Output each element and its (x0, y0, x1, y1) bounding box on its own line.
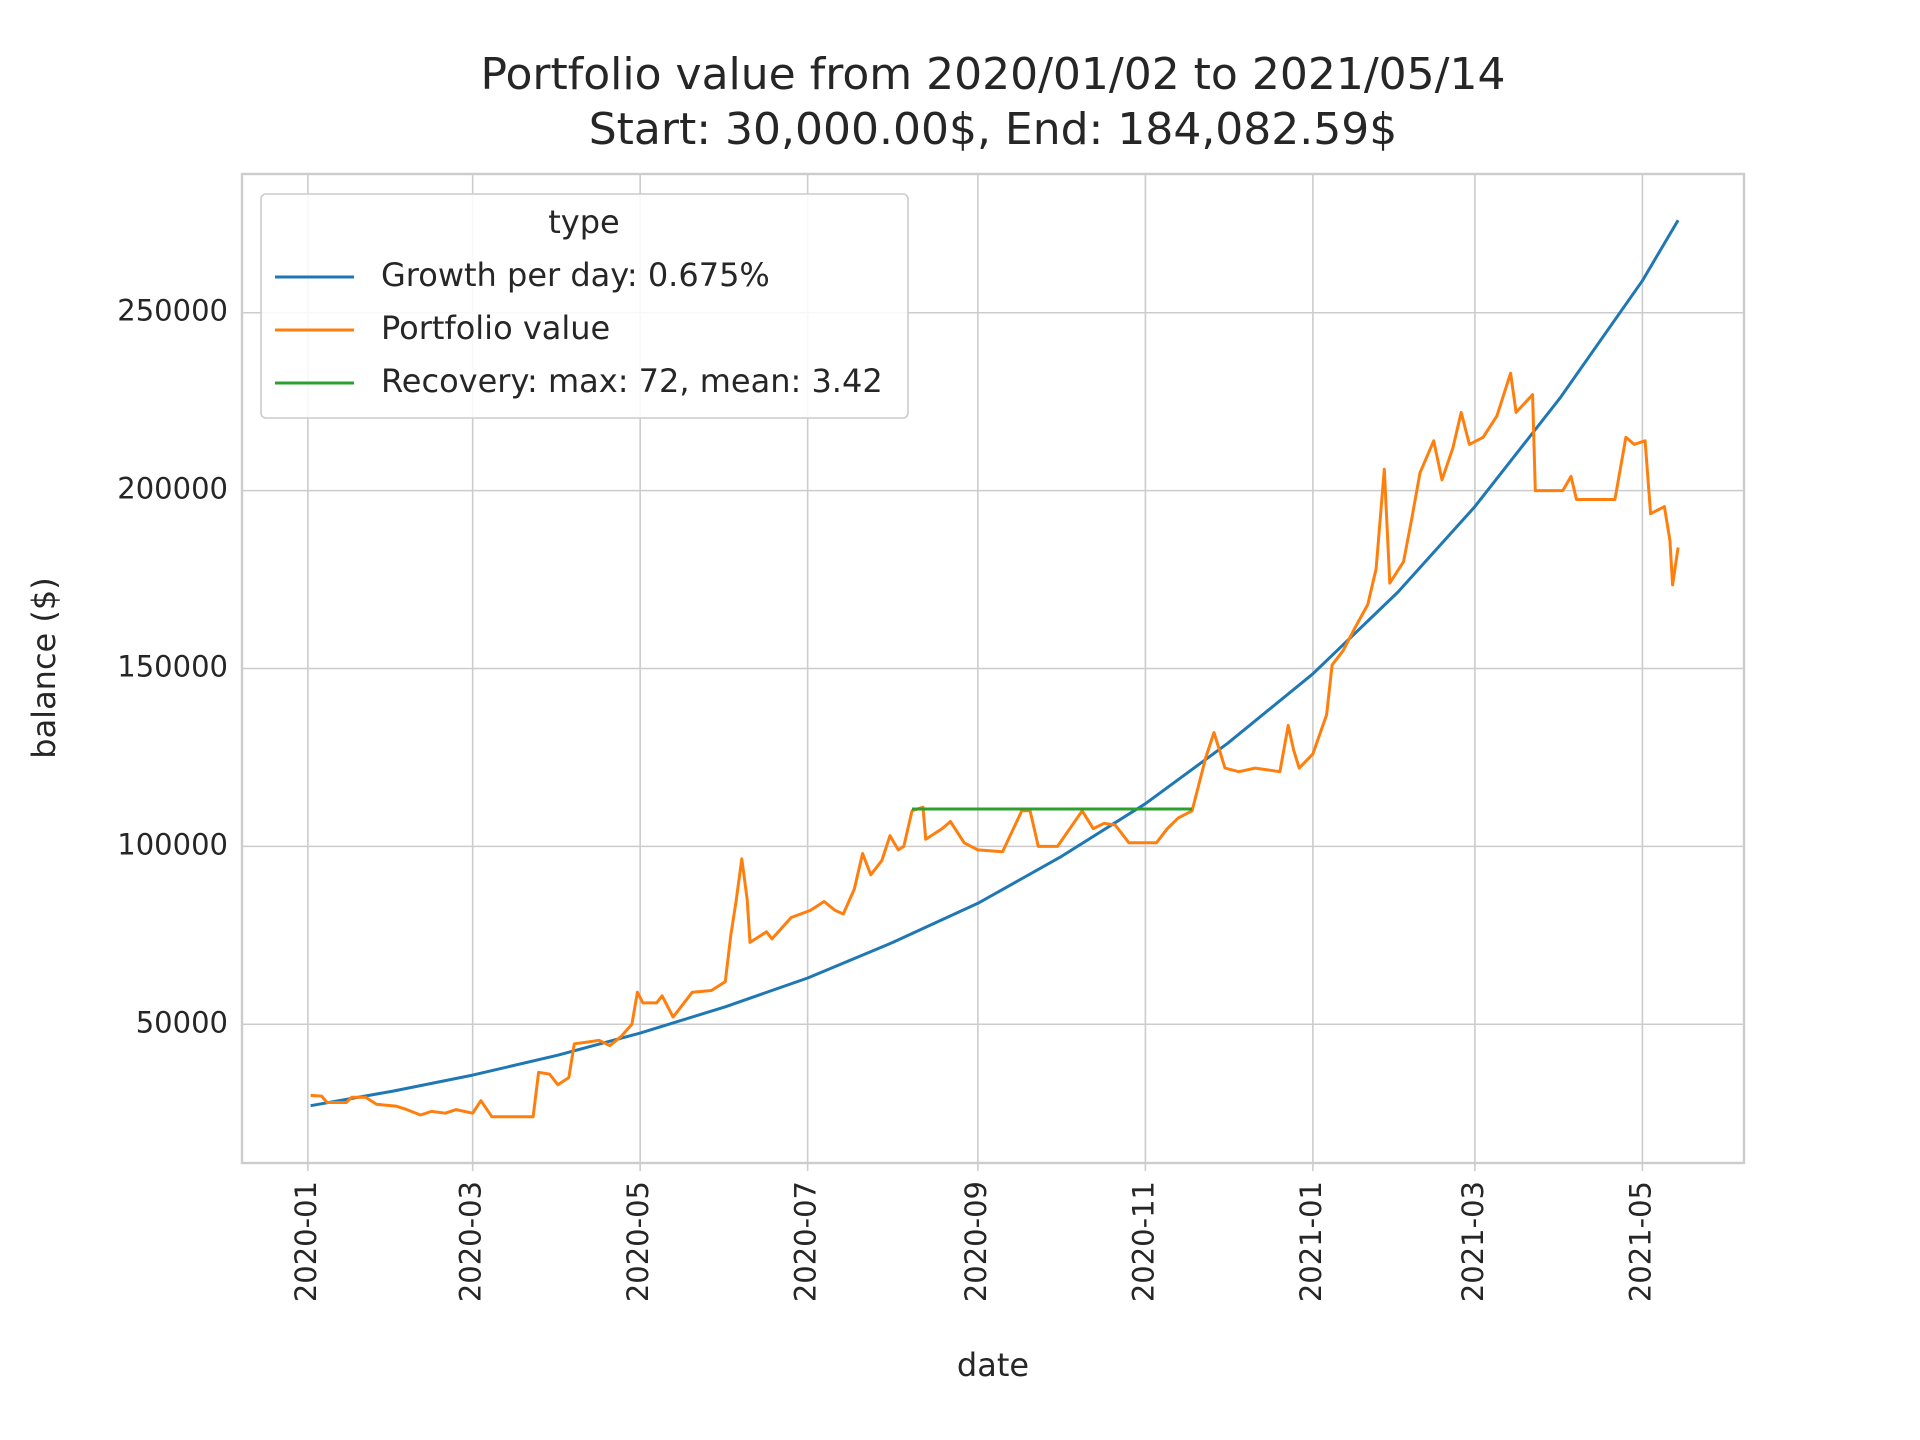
x-axis-label: date (957, 1346, 1029, 1384)
legend-label: Growth per day: 0.675% (381, 256, 770, 294)
y-tick-label: 50000 (136, 1005, 228, 1039)
legend-title: type (548, 203, 619, 241)
chart-subtitle: Start: 30,000.00$, End: 184,082.59$ (589, 104, 1398, 155)
x-tick-label: 2020-01 (289, 1181, 323, 1302)
y-tick-label: 100000 (117, 827, 228, 861)
y-tick-label: 200000 (117, 472, 228, 506)
x-tick-label: 2021-03 (1456, 1181, 1490, 1302)
legend-label: Portfolio value (381, 309, 610, 347)
y-tick-label: 150000 (117, 650, 228, 684)
x-tick-label: 2021-01 (1294, 1181, 1328, 1302)
y-tick-label: 250000 (117, 294, 228, 328)
chart-title: Portfolio value from 2020/01/02 to 2021/… (481, 49, 1506, 100)
y-axis-label: balance ($) (25, 577, 63, 758)
x-tick-label: 2020-11 (1126, 1181, 1160, 1302)
legend-label: Recovery: max: 72, mean: 3.42 (381, 362, 883, 400)
x-tick-label: 2020-07 (789, 1181, 823, 1302)
plot-frame (240, 172, 1746, 1165)
legend-box (260, 193, 909, 419)
x-tick-label: 2020-09 (959, 1181, 993, 1302)
x-tick-label: 2020-05 (621, 1181, 655, 1302)
series-line (310, 219, 1680, 1108)
x-tick-label: 2021-05 (1623, 1181, 1657, 1302)
series-line (310, 371, 1680, 1119)
x-tick-label: 2020-03 (454, 1181, 488, 1302)
